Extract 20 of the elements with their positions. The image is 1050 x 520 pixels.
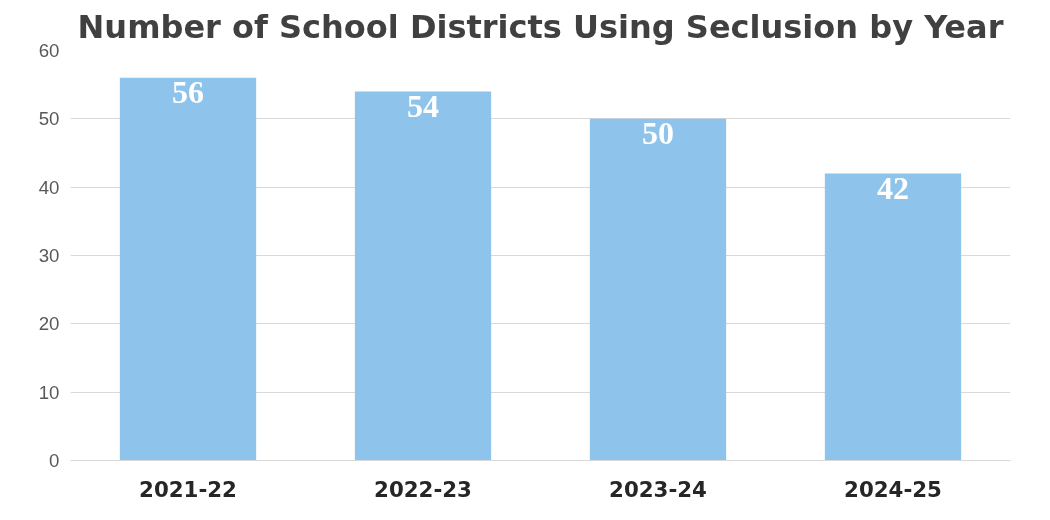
y-tick-label: 20 (38, 313, 60, 335)
bar (119, 77, 257, 461)
y-tick-label: 50 (38, 108, 60, 130)
bar (354, 91, 492, 461)
y-tick-label: 30 (38, 245, 60, 266)
data-label: 56 (172, 73, 204, 110)
bar (824, 173, 962, 461)
y-tick-label: 60 (38, 40, 60, 61)
x-tick-label: 2022-23 (374, 476, 472, 502)
x-tick-label: 2023-24 (609, 476, 707, 502)
chart-title: Number of School Districts Using Seclusion by Year (77, 7, 1004, 46)
data-label: 42 (877, 169, 909, 206)
data-label: 50 (642, 114, 674, 151)
y-tick-label: 10 (38, 381, 60, 403)
data-label: 54 (407, 87, 439, 124)
y-tick-label: 0 (49, 450, 60, 471)
y-tick-label: 40 (38, 176, 60, 198)
bar (589, 118, 727, 461)
x-tick-label: 2021-22 (139, 476, 237, 502)
x-tick-label: 2024-25 (844, 476, 942, 502)
